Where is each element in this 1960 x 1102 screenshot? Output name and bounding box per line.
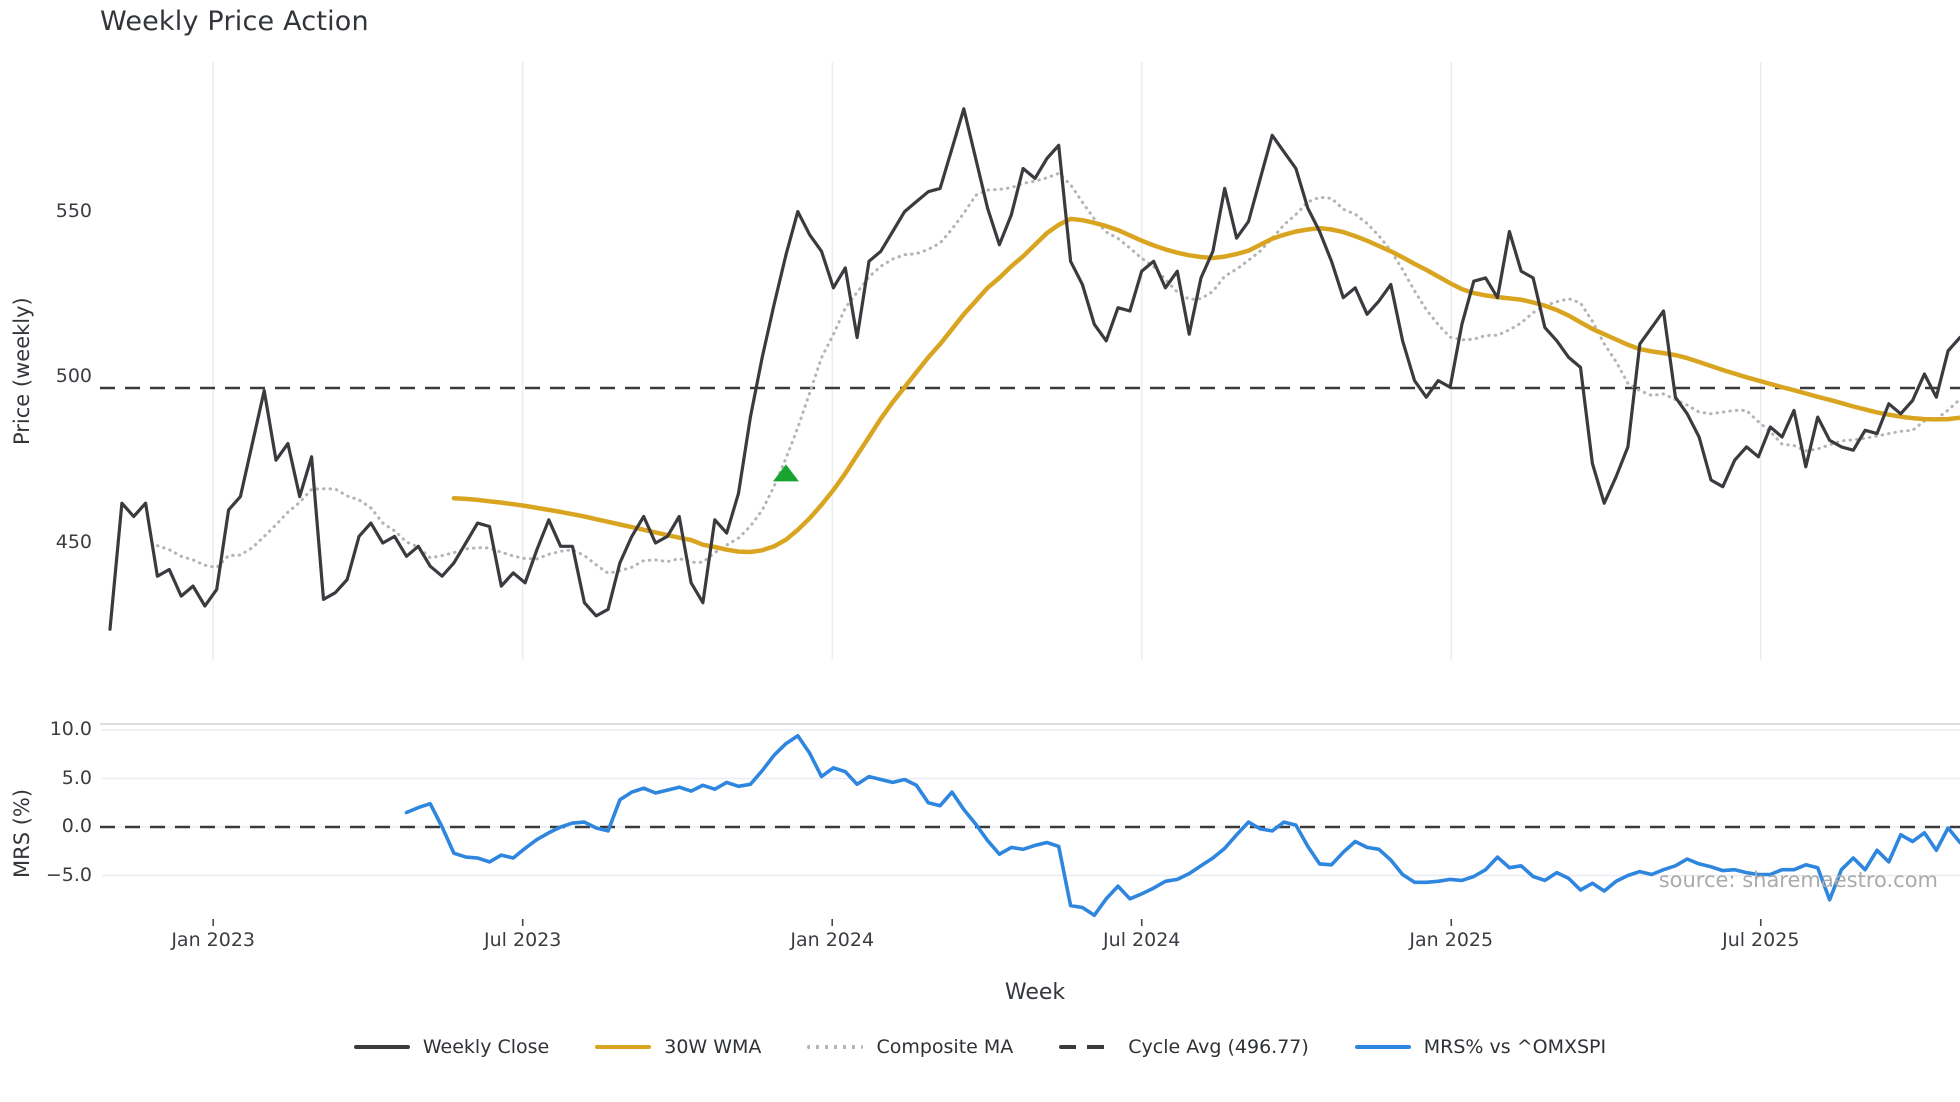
wma-line [451,216,1960,555]
legend: Weekly Close 30W WMA Composite MA Cycle Avg… [0,1036,1960,1058]
x-axis-label: Week [1004,980,1066,1005]
price-ytick-500: 500 [55,365,92,388]
legend-label: 30W WMA [664,1036,762,1058]
legend-item-0: Weekly Close [353,1036,550,1058]
legend-label: Weekly Close [422,1036,550,1058]
mrs-ytick-5: 5.0 [61,766,92,789]
legend-item-4: MRS% vs ^OMXSPI [1354,1036,1607,1058]
legend-item-2: Composite MA [807,1036,1013,1058]
x-tick-1: Jul 2023 [484,929,562,951]
mrs-ytick-10: 10.0 [49,718,92,740]
mrs-ytick-0: 0.0 [61,815,92,837]
weekly-close-line [108,107,1960,631]
source-note: source: sharemaestro.com [1658,868,1938,892]
legend-label: Cycle Avg (496.77) [1128,1036,1309,1058]
x-tick-0: Jan 2023 [171,929,256,951]
legend-swatch-dashed-icon [1059,1045,1116,1049]
legend-swatch-dotted-icon [807,1045,864,1049]
price-ytick-450: 450 [55,531,92,554]
legend-label: Composite MA [876,1036,1014,1058]
legend-item-3: Cycle Avg (496.77) [1059,1036,1309,1058]
buy-signal-marker [772,464,799,482]
legend-label: MRS% vs ^OMXSPI [1423,1036,1607,1058]
x-tick-2: Jan 2024 [790,929,875,951]
chart-title: Weekly Price Action [100,6,369,37]
price-ytick-550: 550 [55,199,92,222]
x-tick-3: Jul 2024 [1103,929,1181,951]
legend-swatch-solid-icon [353,1045,410,1049]
x-tick-5: Jul 2025 [1722,929,1800,951]
mrs-ytick--5: −5.0 [45,863,92,886]
mrs-line [404,733,1960,918]
legend-item-1: 30W WMA [595,1036,761,1058]
composite-ma-line [155,171,1960,575]
x-tick-4: Jan 2025 [1409,929,1494,951]
legend-swatch-solid-icon [595,1045,652,1049]
legend-swatch-solid-icon [1354,1045,1411,1049]
